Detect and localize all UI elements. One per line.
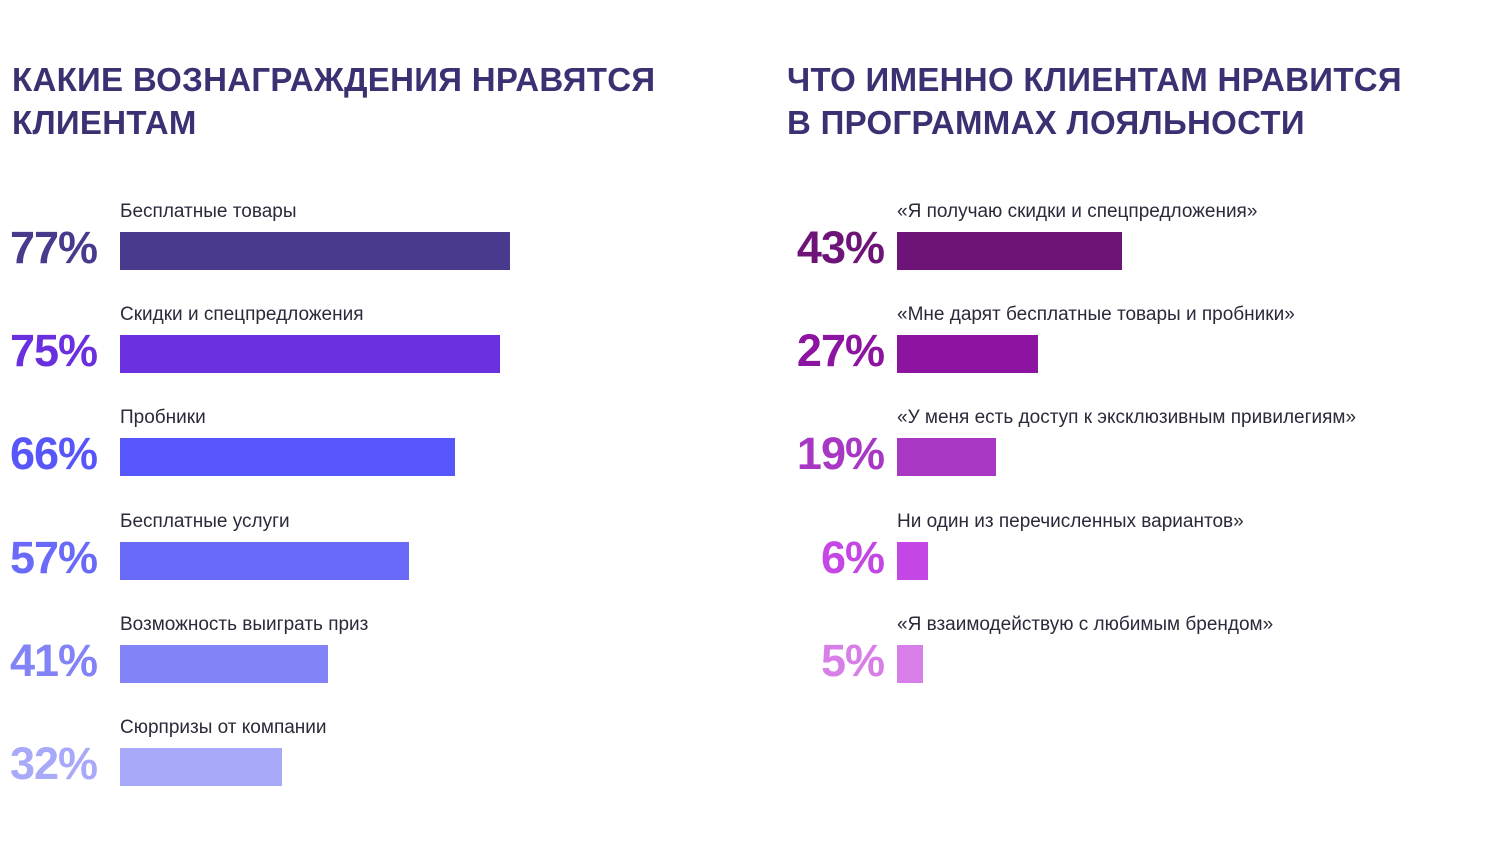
reward-bar <box>120 644 328 683</box>
reward-value-label: 75% <box>10 325 98 377</box>
chart-loyalty-panel: ЧТО ИМЕННО КЛИЕНТАМ НРАВИТСЯ В ПРОГРАММА… <box>776 0 1500 860</box>
reward-row: Возможность выиграть приз 41% <box>0 613 760 703</box>
reward-category-label: Возможность выиграть приз <box>120 613 369 635</box>
chart-title-loyalty: ЧТО ИМЕННО КЛИЕНТАМ НРАВИТСЯ В ПРОГРАММА… <box>787 61 1402 141</box>
loyalty-value-label: 27% <box>796 325 885 377</box>
loyalty-value-label: 6% <box>820 531 885 583</box>
reward-category-label: Скидки и спецпредложения <box>120 304 364 326</box>
reward-category-label: Сюрпризы от компании <box>120 717 327 738</box>
reward-bar <box>120 748 282 786</box>
loyalty-row: «У меня есть доступ к эксклюзивным приви… <box>776 406 1500 496</box>
reward-bar <box>120 335 500 374</box>
loyalty-row: «Я взаимодействую с любимым брендом» 5% <box>776 613 1500 703</box>
reward-row: Сюрпризы от компании 32% <box>0 716 760 806</box>
chart-title-rewards: КАКИЕ ВОЗНАГРАЖДЕНИЯ НРАВЯТСЯ КЛИЕНТАМ <box>12 61 656 141</box>
loyalty-bar <box>897 644 923 683</box>
loyalty-row: «Мне дарят бесплатные товары и пробники»… <box>776 303 1500 393</box>
reward-value-label: 41% <box>10 634 98 686</box>
reward-category-label: Бесплатные товары <box>120 201 297 222</box>
loyalty-value-label: 5% <box>820 634 885 686</box>
reward-row: Скидки и спецпредложения 75% <box>0 303 760 393</box>
reward-row: Пробники 66% <box>0 406 760 496</box>
reward-category-label: Пробники <box>120 407 206 429</box>
loyalty-bar <box>897 541 928 580</box>
loyalty-category-label: «Мне дарят бесплатные товары и пробники» <box>897 304 1295 326</box>
reward-bar <box>120 232 510 270</box>
loyalty-row: Ни один из перечисленных вариантов» 6% <box>776 510 1500 600</box>
loyalty-category-label: «Я получаю скидки и спецпредложения» <box>897 201 1258 222</box>
reward-value-label: 32% <box>10 738 98 789</box>
loyalty-row: «Я получаю скидки и спецпредложения» 43% <box>776 200 1500 290</box>
reward-category-label: Бесплатные услуги <box>120 510 290 532</box>
loyalty-category-label: Ни один из перечисленных вариантов» <box>897 510 1244 532</box>
loyalty-value-label: 43% <box>796 222 885 273</box>
reward-bar <box>120 541 409 580</box>
loyalty-bar <box>897 335 1038 374</box>
reward-value-label: 66% <box>10 428 98 480</box>
reward-value-label: 57% <box>10 531 98 583</box>
reward-value-label: 77% <box>10 222 98 273</box>
loyalty-value-label: 19% <box>796 428 885 480</box>
reward-row: Бесплатные услуги 57% <box>0 510 760 600</box>
loyalty-category-label: «У меня есть доступ к эксклюзивным приви… <box>897 407 1357 429</box>
loyalty-category-label: «Я взаимодействую с любимым брендом» <box>897 613 1274 635</box>
reward-row: Бесплатные товары 77% <box>0 200 760 290</box>
loyalty-bar <box>897 438 996 477</box>
chart-rewards-panel: КАКИЕ ВОЗНАГРАЖДЕНИЯ НРАВЯТСЯ КЛИЕНТАМ Б… <box>0 61 760 806</box>
loyalty-bar <box>897 232 1122 270</box>
reward-bar <box>120 438 455 477</box>
